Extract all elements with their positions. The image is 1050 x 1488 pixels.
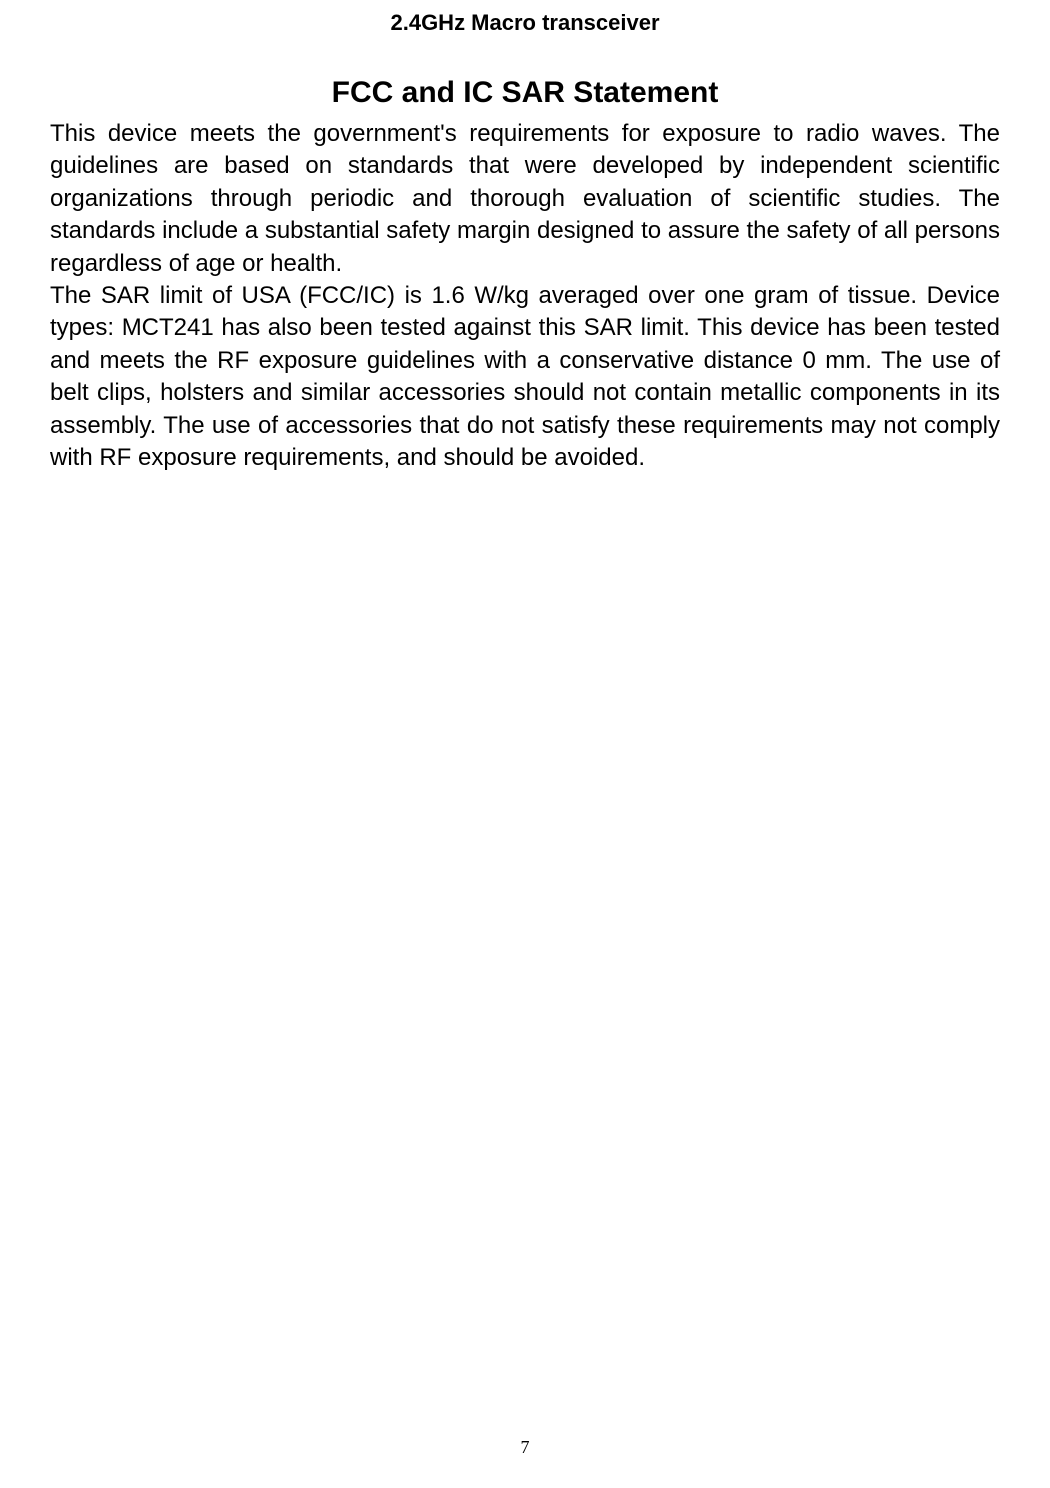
paragraph-2: The SAR limit of USA (FCC/IC) is 1.6 W/k… (50, 280, 1000, 474)
page-container: 2.4GHz Macro transceiver FCC and IC SAR … (0, 0, 1050, 474)
paragraph-1: This device meets the government's requi… (50, 118, 1000, 280)
header-title: 2.4GHz Macro transceiver (50, 10, 1000, 36)
page-number: 7 (0, 1437, 1050, 1458)
main-title: FCC and IC SAR Statement (50, 76, 1000, 110)
